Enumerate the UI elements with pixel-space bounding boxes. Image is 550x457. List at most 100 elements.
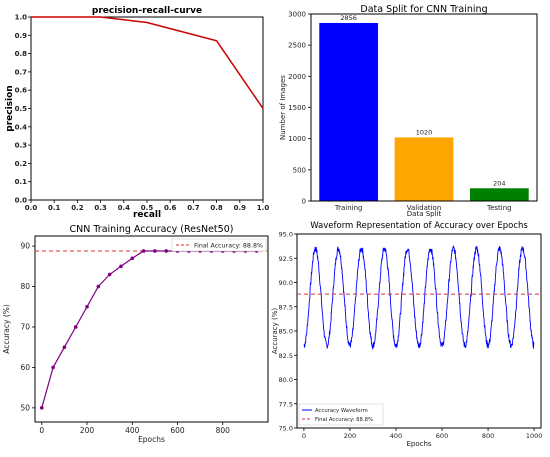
pr-axes-frame [30,16,264,201]
pr-x-tick-label: 0.3 [94,204,107,212]
split-bar-value-label: 204 [493,179,505,187]
acc-legend: Final Accuracy: 88.8% [171,238,267,252]
acc-chart: 0 200 400 600 800 50 60 70 80 90 Final Accuracy: 8… [2,224,269,444]
pr-y-tick-label: 0.4 [15,123,28,131]
acc-point [153,249,157,253]
acc-axes-frame [34,235,269,423]
pr-y-tick-label: 1.0 [15,14,28,22]
acc-legend-frame [171,238,267,252]
pr-x-tick-label: 0.0 [25,204,38,212]
wave-y-tick-label: 90.0 [279,279,293,287]
split-y-tick-label: 0 [302,198,306,206]
acc-x-tick-label: 600 [170,426,185,435]
acc-point [62,345,67,349]
acc-y-tick-label: 60 [20,363,30,372]
acc-legend-label: Final Accuracy: 88.8% [194,243,263,250]
wave-y-tick-label: 82.5 [279,352,293,360]
split-y-tick-label: 500 [293,166,306,174]
split-y-axis-label: Number of Images [279,75,287,140]
pr-title: precision-recall-curve [92,6,202,16]
split-x-tick-label: Training [334,204,363,212]
wave-chart: 0 200 400 600 800 1000 75.0 77.5 80.0 82.5 85.0 87.… [271,221,542,448]
split-bar-value-label: 2856 [340,14,357,22]
acc-point [51,365,55,370]
acc-point [39,406,44,410]
wave-legend-frame [298,403,384,426]
wave-y-tick-label: 77.5 [279,400,293,408]
split-bar [394,137,454,201]
pr-y-tick-label: 0.3 [15,142,28,150]
wave-x-tick-label: 200 [344,432,356,440]
pr-x-axis-label: recall [133,210,161,220]
split-y-tick-label: 1500 [288,104,306,112]
wave-y-tick-label: 95.0 [279,231,293,239]
pr-y-tick-label: 0.0 [15,197,28,205]
acc-y-tick-label: 70 [20,322,30,331]
acc-point [96,284,101,289]
acc-title: CNN Training Accuracy (ResNet50) [70,224,234,235]
wave-x-tick-label: 1000 [526,432,543,440]
split-x-tick-label: Testing [486,204,512,212]
pr-y-tick-label: 0.7 [15,68,28,76]
acc-point [130,256,135,261]
wave-legend-label: Final Accuracy: 88.8% [315,417,373,423]
split-x-tick-label: Validation [407,204,442,212]
split-y-tick-label: 2000 [288,73,306,81]
acc-point [164,249,169,253]
wave-y-tick-label: 80.0 [279,376,293,384]
wave-x-tick-label: 800 [482,432,494,440]
pr-x-tick-label: 0.4 [118,204,131,212]
wave-y-tick-label: 85.0 [279,328,293,336]
acc-point [85,304,89,309]
pr-y-tick-label: 0.8 [15,50,28,58]
acc-point [107,272,112,277]
acc-point [141,249,146,253]
pr-y-tick-label: 0.9 [15,32,28,40]
acc-x-tick-label: 800 [216,426,231,435]
split-bar [469,188,529,201]
split-x-axis-label: Data Split [407,210,442,218]
pr-x-tick-label: 0.7 [187,204,200,212]
acc-y-tick-label: 90 [20,242,30,251]
split-y-tick-label: 1000 [288,135,306,143]
split-y-tick-label: 2500 [288,42,306,50]
pr-y-tick-label: 0.1 [15,178,28,186]
wave-axes-frame [296,233,542,429]
wave-x-tick-label: 400 [390,432,402,440]
wave-x-axis-label: Epochs [406,440,431,448]
pr-x-tick-label: 0.1 [48,204,61,212]
pr-x-tick-label: 0.9 [234,204,247,212]
pr-y-tick-label: 0.2 [15,160,28,168]
acc-x-tick-label: 200 [80,426,95,435]
acc-y-tick-label: 50 [20,403,30,412]
pr-x-tick-label: 0.2 [71,204,84,212]
wave-y-axis-label: Accuracy (%) [271,308,279,355]
acc-y-axis-label: Accuracy (%) [2,304,11,354]
split-bar [319,22,379,202]
acc-y-tick-label: 80 [20,282,30,291]
split-chart: 2856 Training 1020 Validation 204 Testing 0 500… [279,4,538,218]
pr-y-axis-label: precision [5,85,15,131]
split-y-tick-label: 3000 [288,11,306,19]
wave-y-tick-label: 87.5 [279,303,293,311]
acc-series-line [41,250,257,408]
pr-y-tick-label: 0.6 [15,87,28,95]
pr-y-tick-label: 0.5 [15,105,28,113]
pr-x-tick-label: 0.5 [141,204,154,212]
wave-y-tick-label: 92.5 [279,255,293,263]
wave-x-tick-label: 600 [436,432,448,440]
wave-legend-label: Accuracy Waveform [315,408,368,414]
pr-x-tick-label: 0.6 [164,204,177,212]
pr-curve [31,16,264,109]
pr-chart: 0.0 0.1 0.2 0.3 0.4 0.5 0.6 0.7 0.8 0.9 1.0 0.0 0.1 0… [5,6,269,220]
wave-series-line [303,245,535,350]
acc-x-tick-label: 400 [125,426,140,435]
wave-y-tick-label: 75.0 [279,425,293,433]
pr-x-tick-label: 0.8 [210,204,223,212]
acc-point [73,325,78,329]
acc-x-tick-label: 0 [39,426,44,435]
acc-x-axis-label: Epochs [138,435,165,444]
wave-legend: Accuracy Waveform Final Accuracy: 88.8% [298,403,384,426]
